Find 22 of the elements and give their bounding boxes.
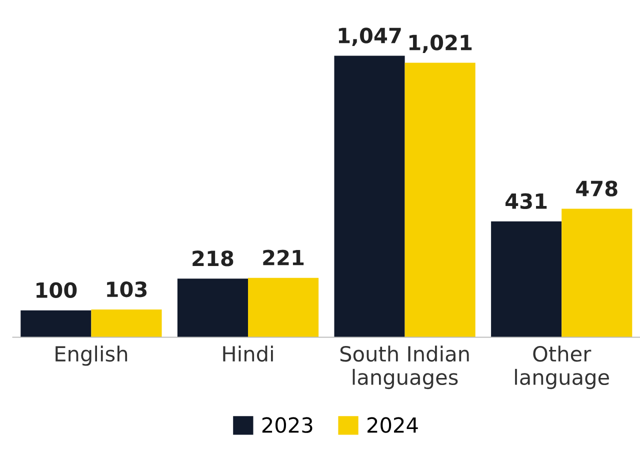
bar: [20, 310, 92, 338]
bar: [177, 278, 248, 338]
bar: [91, 310, 162, 338]
x-tick-label: South Indian languages: [340, 346, 469, 390]
x-tick-label: English: [56, 346, 128, 366]
bar: [491, 221, 562, 338]
bar: [248, 278, 319, 338]
data-label: 100: [36, 282, 77, 298]
bar: [562, 208, 632, 338]
data-label: 103: [107, 281, 147, 298]
bar: [334, 56, 405, 338]
data-label: 218: [192, 250, 234, 266]
legend-label: 2023: [262, 417, 312, 433]
legend-label: 2024: [368, 417, 418, 433]
data-label: 1,047: [338, 28, 401, 46]
data-label: 478: [576, 180, 618, 196]
data-label: 431: [506, 193, 547, 210]
data-label: 1,021: [409, 34, 472, 54]
x-tick-label: Hindi: [223, 346, 273, 362]
x-tick-label: Other language: [515, 346, 609, 390]
data-label: 221: [263, 250, 304, 266]
bar: [404, 62, 476, 338]
